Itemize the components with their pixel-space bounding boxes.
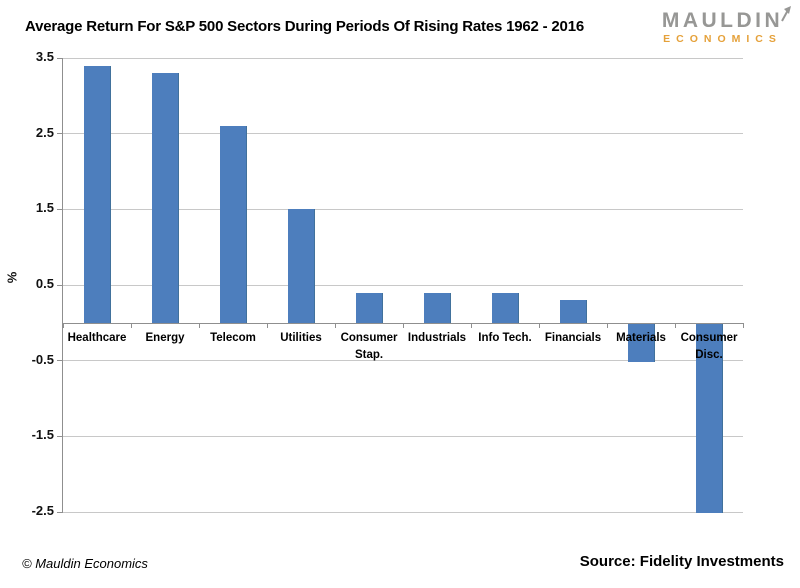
chart-title: Average Return For S&P 500 Sectors Durin…	[25, 18, 584, 35]
gridline	[63, 133, 743, 135]
y-axis-tick	[57, 511, 63, 513]
bar-utilities	[287, 209, 315, 323]
y-axis-tick	[57, 435, 63, 437]
mauldin-economics-logo: MAULDIN ECONOMICS	[655, 6, 791, 46]
bar-consumer	[695, 323, 723, 513]
y-tick-label: 0.5	[35, 276, 54, 291]
category-tick	[742, 322, 744, 328]
category-tick	[130, 322, 132, 328]
bar-materials	[627, 323, 655, 362]
y-tick-label: -1.5	[31, 427, 54, 443]
bar-industrials	[423, 292, 451, 323]
gridline	[63, 284, 743, 286]
x-tick-label: Healthcare	[67, 331, 127, 344]
category-tick	[198, 322, 200, 328]
gridline	[63, 511, 743, 513]
y-axis-tick	[57, 360, 63, 362]
y-axis-line	[62, 58, 63, 512]
category-tick	[402, 322, 404, 328]
source-attribution: Source: Fidelity Investments	[579, 553, 784, 570]
logo-wordmark: MAULDIN	[661, 9, 784, 32]
x-tick-label: Utilities	[280, 331, 322, 344]
gridline	[63, 208, 743, 210]
y-axis-tick	[57, 57, 63, 59]
category-tick	[470, 322, 472, 328]
category-tick	[334, 322, 336, 328]
bar-telecom	[219, 126, 247, 323]
gridline	[63, 57, 743, 59]
y-tick-label: 3.5	[35, 49, 54, 64]
bar-financials	[559, 300, 587, 323]
category-tick	[266, 322, 268, 328]
y-axis-tick	[57, 284, 63, 286]
x-tick-label: Materials	[616, 331, 666, 344]
bar-consumer	[355, 292, 383, 323]
y-axis-tick	[57, 133, 63, 135]
category-tick	[538, 322, 540, 328]
logo-subtitle: ECONOMICS	[663, 33, 782, 45]
y-tick-label: -2.5	[31, 503, 54, 518]
x-tick-label: Consumer Disc.	[680, 331, 738, 361]
x-tick-label: Energy	[145, 331, 185, 344]
copyright-text: © Mauldin Economics	[22, 556, 148, 571]
x-tick-label: Telecom	[210, 331, 256, 344]
gridline	[63, 360, 743, 362]
category-tick	[674, 322, 676, 328]
x-tick-label: Consumer Stap.	[340, 331, 398, 361]
plot-area: Healthcare Energy Telecom Utilities Consumer…	[57, 57, 744, 513]
bar-energy	[151, 73, 179, 323]
y-tick-label: -0.5	[31, 351, 54, 367]
gridline	[63, 435, 743, 437]
bar-healthcare	[83, 65, 111, 323]
y-axis-tick	[57, 208, 63, 210]
x-tick-label: Industrials	[407, 331, 467, 344]
category-tick	[62, 322, 64, 328]
bar-info-tech-	[491, 292, 519, 323]
y-tick-label: 2.5	[35, 124, 54, 140]
x-tick-label: Info Tech.	[478, 331, 532, 344]
category-tick	[606, 322, 608, 328]
x-tick-label: Financials	[544, 331, 602, 344]
logo-arrow-icon	[781, 6, 791, 22]
y-tick-label: 1.5	[35, 200, 54, 216]
